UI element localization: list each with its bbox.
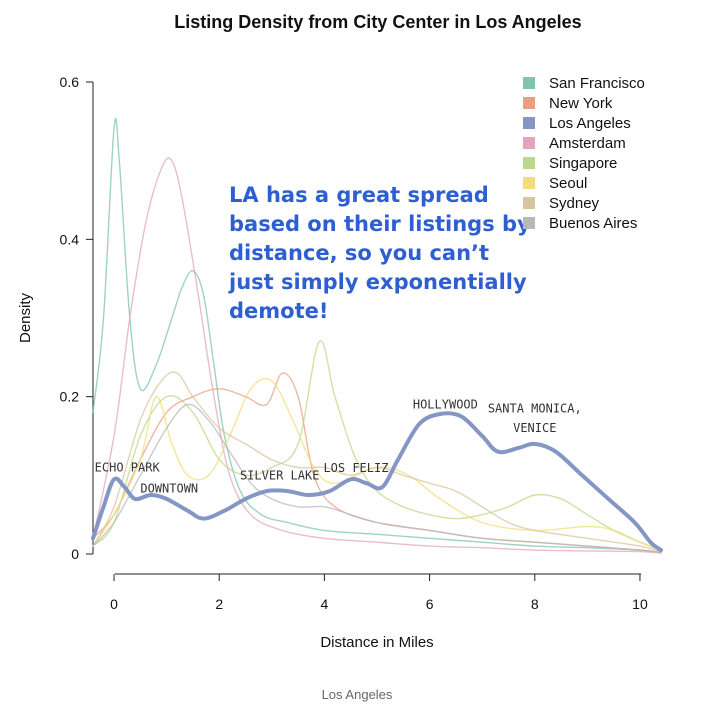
x-tick-label: 2 (215, 596, 223, 612)
series-layer (91, 117, 663, 554)
annotation-label: LOS FELIZ (323, 461, 388, 475)
x-tick-label: 4 (321, 596, 329, 612)
legend-swatch (523, 77, 535, 89)
legend-label: Buenos Aires (549, 215, 637, 232)
series-line-singapore (92, 340, 662, 551)
legend-label: Sydney (549, 195, 600, 212)
legend-swatch (523, 217, 535, 229)
callout-line: distance, so you can’t (229, 241, 489, 265)
annotation-label: HOLLYWOOD (413, 397, 478, 411)
legend-label: Los Angeles (549, 115, 631, 132)
y-axis-label: Density (17, 292, 34, 343)
y-tick-label: 0 (71, 546, 79, 562)
legend-swatch (523, 157, 535, 169)
annotation-label: VENICE (513, 421, 556, 435)
y-tick-label: 0.6 (60, 74, 80, 90)
callout-line: LA has a great spread (229, 183, 489, 207)
x-tick-label: 8 (531, 596, 539, 612)
x-ticks: 0 2 4 6 8 10 (110, 574, 648, 612)
neighborhood-annotations: ECHO PARK DOWNTOWN SILVER LAKE LOS FELIZ HOL… (95, 397, 582, 495)
callout-line: demote! (229, 299, 328, 323)
annotation-label: SANTA MONICA, (488, 401, 582, 415)
y-tick-label: 0.4 (60, 231, 80, 247)
annotation-label: DOWNTOWN (140, 482, 198, 496)
legend-label: New York (549, 95, 613, 112)
legend-swatch (523, 177, 535, 189)
x-tick-label: 6 (426, 596, 434, 612)
x-axis-label: Distance in Miles (320, 634, 433, 651)
legend-label: Singapore (549, 155, 617, 172)
legend-swatch (523, 97, 535, 109)
x-tick-label: 10 (632, 596, 648, 612)
series-line-buenos-aires (92, 403, 662, 554)
series-line-san-francisco (92, 117, 662, 554)
y-ticks: 0 0.2 0.4 0.6 (60, 74, 93, 562)
legend-swatch (523, 117, 535, 129)
annotation-label: ECHO PARK (95, 460, 161, 474)
legend-label: San Francisco (549, 75, 645, 92)
series-line-los-angeles (91, 411, 663, 553)
legend-swatch (523, 197, 535, 209)
x-tick-label: 0 (110, 596, 118, 612)
series-line-seoul (92, 377, 662, 551)
axes (92, 82, 641, 575)
series-line-sydney (92, 371, 662, 553)
legend-swatch (523, 137, 535, 149)
legend-label: Amsterdam (549, 135, 626, 152)
chart-title: Listing Density from City Center in Los … (174, 12, 581, 32)
callout-line: just simply exponentially (228, 270, 527, 294)
annotation-label: SILVER LAKE (240, 468, 319, 482)
legend-label: Seoul (549, 175, 587, 192)
figure-caption: Los Angeles (322, 687, 393, 702)
callout-text: LA has a great spread based on their lis… (228, 183, 531, 323)
legend: San Francisco New York Los Angeles Amsterda… (523, 75, 645, 232)
y-tick-label: 0.2 (60, 389, 80, 405)
callout-line: based on their listings by (229, 212, 531, 236)
